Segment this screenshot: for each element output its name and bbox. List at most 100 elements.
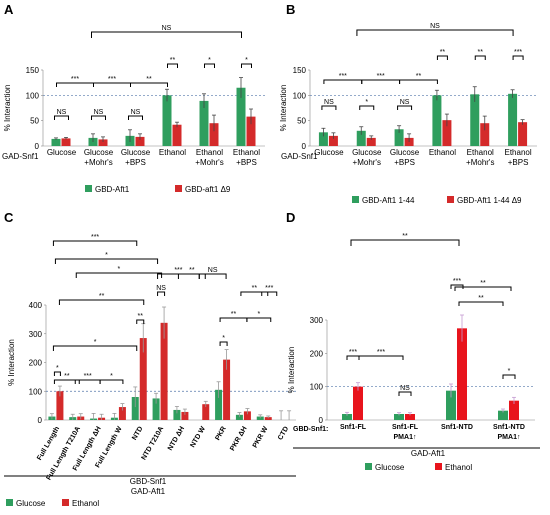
legend-swatch [175,185,182,192]
sig-bracket-line [53,371,61,376]
sig-bracket-label: *** [84,373,92,380]
x-tick-label: Snf1-FL [340,424,367,431]
x-tick-label: Ethanol [429,148,456,157]
bar-series-2 [223,359,231,420]
sig-bracket-label: ** [416,73,422,80]
bar-series-1 [199,100,209,146]
bar-series-2 [328,135,338,146]
panel-letter: C [4,210,14,225]
sig-bracket-line [502,374,516,379]
sig-bracket-line [261,291,278,296]
sig-bracket-line [198,273,227,279]
sig-bracket-line [53,379,80,384]
sig-bracket-label: ** [480,280,486,287]
sig-bracket-line [474,55,486,60]
y-tick-label: 150 [293,66,307,75]
sig-bracket-line [512,55,524,60]
group-label: GAD-Aft1 [411,449,446,458]
sig-bracket-label: NS [94,109,104,116]
panel-letter: A [4,2,14,17]
sig-bracket-line [240,291,269,296]
bar-series-2 [181,411,189,420]
sig-bracket-label: * [257,311,260,318]
x-tick-label: +BPS [236,158,257,167]
sig-bracket-line [356,29,514,36]
bar-series-1 [51,138,61,146]
row-label: GAD-Snf1 [2,152,39,161]
sig-bracket-label: NS [131,109,141,116]
sig-bracket-line [75,272,163,278]
sig-bracket-line [128,115,143,120]
legend-swatch [435,463,442,470]
sig-bracket-label: * [508,368,511,375]
x-tick-label: Snf1-NTD [441,424,473,431]
sig-bracket-label: *** [71,76,79,83]
x-tick-label: Ethanol [505,148,532,157]
y-tick-label: 100 [29,387,43,396]
y-axis-title: % Interaction [3,85,12,132]
sig-bracket-label: *** [339,73,347,80]
y-tick-label: 0 [302,142,307,151]
bar-series-1 [394,414,404,420]
sig-bracket-label: NS [430,23,440,30]
bar-series-1 [356,130,366,146]
legend-label: GBD-Aft1 [95,185,130,194]
y-tick-label: 150 [26,66,40,75]
sig-bracket-line [54,115,69,120]
x-tick-label: +Mohr's [195,158,223,167]
sig-bracket-line [346,355,360,360]
sig-bracket-label: * [110,373,113,380]
legend-swatch [6,499,13,506]
sig-bracket-line [52,240,138,246]
sig-bracket-label: ** [138,313,144,320]
sig-bracket-line [130,82,168,87]
bar-series-1 [236,87,246,146]
bar-series-2 [246,116,256,146]
x-tick-label: PMA1↑ [394,434,417,441]
y-tick-label: 100 [310,383,324,392]
bar-series-2 [264,417,272,420]
panel-letter: B [286,2,295,17]
bar-series-2 [353,386,363,420]
legend-swatch [365,463,372,470]
sig-bracket-label: NS [400,385,410,392]
bar-series-2 [442,120,452,146]
x-tick-label: Snf1-NTD [493,424,525,431]
bar-series-1 [394,129,404,146]
sig-bracket-line [56,82,94,87]
sig-bracket-line [358,355,404,360]
legend-label: Ethanol [72,499,99,508]
bar-series-2 [366,137,376,146]
sig-bracket-line [91,31,242,38]
bar-series-1 [131,397,139,420]
x-tick-label: +Mohr's [466,158,494,167]
sig-bracket-label: ** [64,373,70,380]
sig-bracket-label: ** [478,295,484,302]
x-tick-label: NTD [131,426,144,442]
sig-bracket-label: NS [162,25,172,32]
x-tick-label: PKR W [252,425,270,449]
x-tick-label: +BPS [394,158,415,167]
legend-swatch [447,196,454,203]
bar-series-1 [235,414,243,420]
bar-series-2 [457,328,467,420]
legend-label: GBD-Aft1 1-44 Δ9 [457,196,522,205]
sig-bracket-label: *** [514,49,522,56]
sig-bracket-line [167,63,178,68]
y-tick-label: 50 [297,117,306,126]
sig-bracket-line [91,115,106,120]
bar-series-1 [173,409,181,420]
bar-series-1 [152,398,160,420]
group-label: GAD-Aft1 [131,487,166,496]
x-tick-label: +BPS [125,158,146,167]
x-tick-label: Ethanol [196,148,223,157]
legend-swatch [352,196,359,203]
bar-series-1 [470,94,480,146]
sig-bracket-label: NS [156,285,166,292]
sig-bracket-label: *** [174,267,182,274]
x-tick-label: Snf1-FL [392,424,419,431]
